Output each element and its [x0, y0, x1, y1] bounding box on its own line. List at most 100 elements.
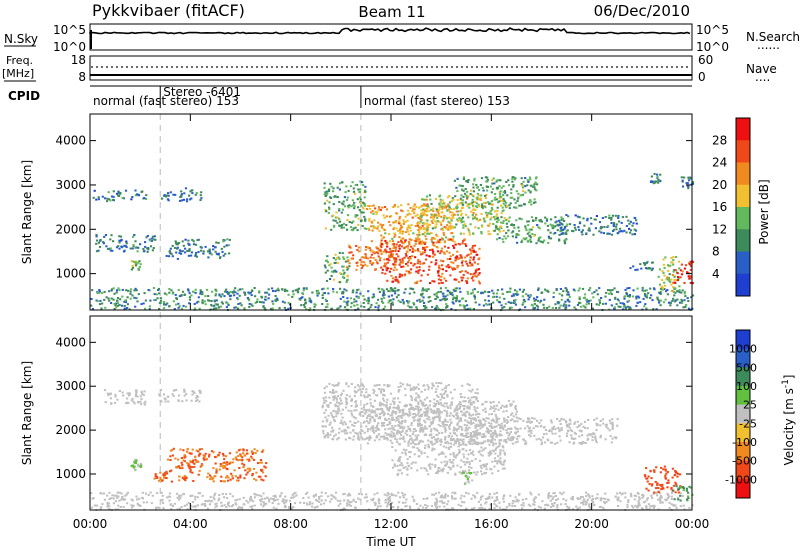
power-cell — [560, 219, 563, 222]
power-cell — [532, 297, 536, 300]
power-cell — [234, 287, 237, 290]
power-cell — [533, 234, 536, 237]
velocity-cell — [409, 435, 412, 437]
velocity-cell — [489, 407, 492, 410]
power-cell — [363, 196, 366, 199]
power-cell — [471, 198, 474, 201]
velocity-cell — [637, 499, 640, 502]
power-cell — [605, 291, 608, 294]
power-cell — [408, 249, 411, 252]
velocity-cell — [514, 408, 518, 411]
beam-title: Beam 11 — [358, 3, 425, 21]
power-cell — [496, 188, 499, 191]
velocity-cell — [433, 442, 436, 445]
power-cell — [199, 292, 202, 295]
velocity-cell — [339, 502, 342, 505]
power-cell — [417, 272, 420, 275]
power-cell — [227, 291, 230, 294]
power-cell — [130, 268, 133, 271]
velocity-cell — [546, 503, 549, 506]
velocity-cell — [465, 432, 468, 435]
velocity-cell — [450, 401, 453, 404]
power-cell — [424, 249, 427, 252]
power-cell — [117, 245, 120, 248]
velocity-cell — [114, 500, 117, 503]
velocity-cell — [378, 502, 381, 505]
power-cell — [455, 297, 458, 299]
power-cell — [398, 244, 401, 247]
power-cell — [104, 234, 108, 236]
power-cell — [156, 297, 159, 300]
velocity-cell — [386, 424, 389, 426]
power-cell — [340, 226, 343, 229]
power-cell — [225, 306, 228, 309]
power-cell — [421, 198, 424, 201]
power-cell — [428, 268, 431, 271]
power-cell — [470, 292, 473, 295]
power-cell — [445, 298, 449, 301]
power-cell — [435, 305, 438, 308]
velocity-cell — [494, 504, 497, 507]
power-cell — [652, 308, 655, 311]
velocity-cell — [417, 411, 420, 414]
power-cell — [91, 289, 94, 292]
power-cell — [508, 290, 511, 293]
velocity-cell — [395, 432, 399, 435]
power-cell — [468, 233, 471, 236]
velocity-cell — [337, 437, 340, 439]
velocity-cell — [549, 499, 552, 502]
velocity-cell — [327, 436, 330, 439]
power-cell — [448, 251, 451, 254]
nave-point — [521, 66, 523, 68]
velocity-cell — [424, 407, 427, 410]
power-cell — [610, 222, 613, 224]
velocity-cell — [430, 411, 433, 414]
power-cell — [503, 190, 506, 192]
power-cell — [137, 261, 140, 264]
velocity-cell — [360, 391, 363, 393]
power-cell — [330, 197, 333, 199]
nave-point — [586, 66, 588, 68]
power-cell — [351, 181, 354, 184]
power-cell — [456, 258, 459, 260]
velocity-cell — [275, 507, 278, 510]
power-cell — [276, 289, 279, 291]
velocity-cell — [392, 506, 395, 508]
power-cell — [676, 298, 679, 301]
velocity-cell — [493, 492, 496, 495]
power-cell — [153, 293, 156, 296]
power-cell — [487, 233, 490, 236]
power-cell — [442, 297, 446, 300]
velocity-cell — [390, 494, 393, 496]
velocity-cell — [125, 493, 128, 496]
power-cell — [344, 260, 347, 263]
power-cell — [357, 295, 360, 298]
power-cell — [435, 262, 438, 264]
power-cell — [524, 306, 527, 309]
velocity-cell — [344, 438, 347, 441]
power-cell — [327, 292, 330, 295]
power-cell — [484, 176, 487, 179]
velocity-cell — [109, 397, 112, 400]
power-cell — [129, 247, 132, 250]
power-cell — [216, 303, 219, 306]
power-cell — [394, 221, 397, 224]
power-cell — [461, 201, 464, 204]
power-cell — [424, 289, 427, 292]
velocity-cell — [390, 418, 393, 421]
velocity-cell — [273, 499, 276, 502]
power-cell — [442, 216, 446, 219]
power-cell — [451, 291, 454, 294]
velocity-cell — [412, 408, 415, 411]
velocity-cell — [444, 391, 447, 394]
power-cell — [225, 288, 228, 291]
power-cell — [225, 290, 228, 293]
power-cell — [624, 308, 627, 311]
power-cell — [567, 293, 570, 296]
power-cell — [535, 217, 538, 219]
power-cell — [329, 278, 332, 280]
power-cell — [264, 298, 267, 301]
power-cell — [98, 289, 101, 291]
power-cell — [608, 232, 611, 235]
velocity-cell — [364, 409, 367, 412]
